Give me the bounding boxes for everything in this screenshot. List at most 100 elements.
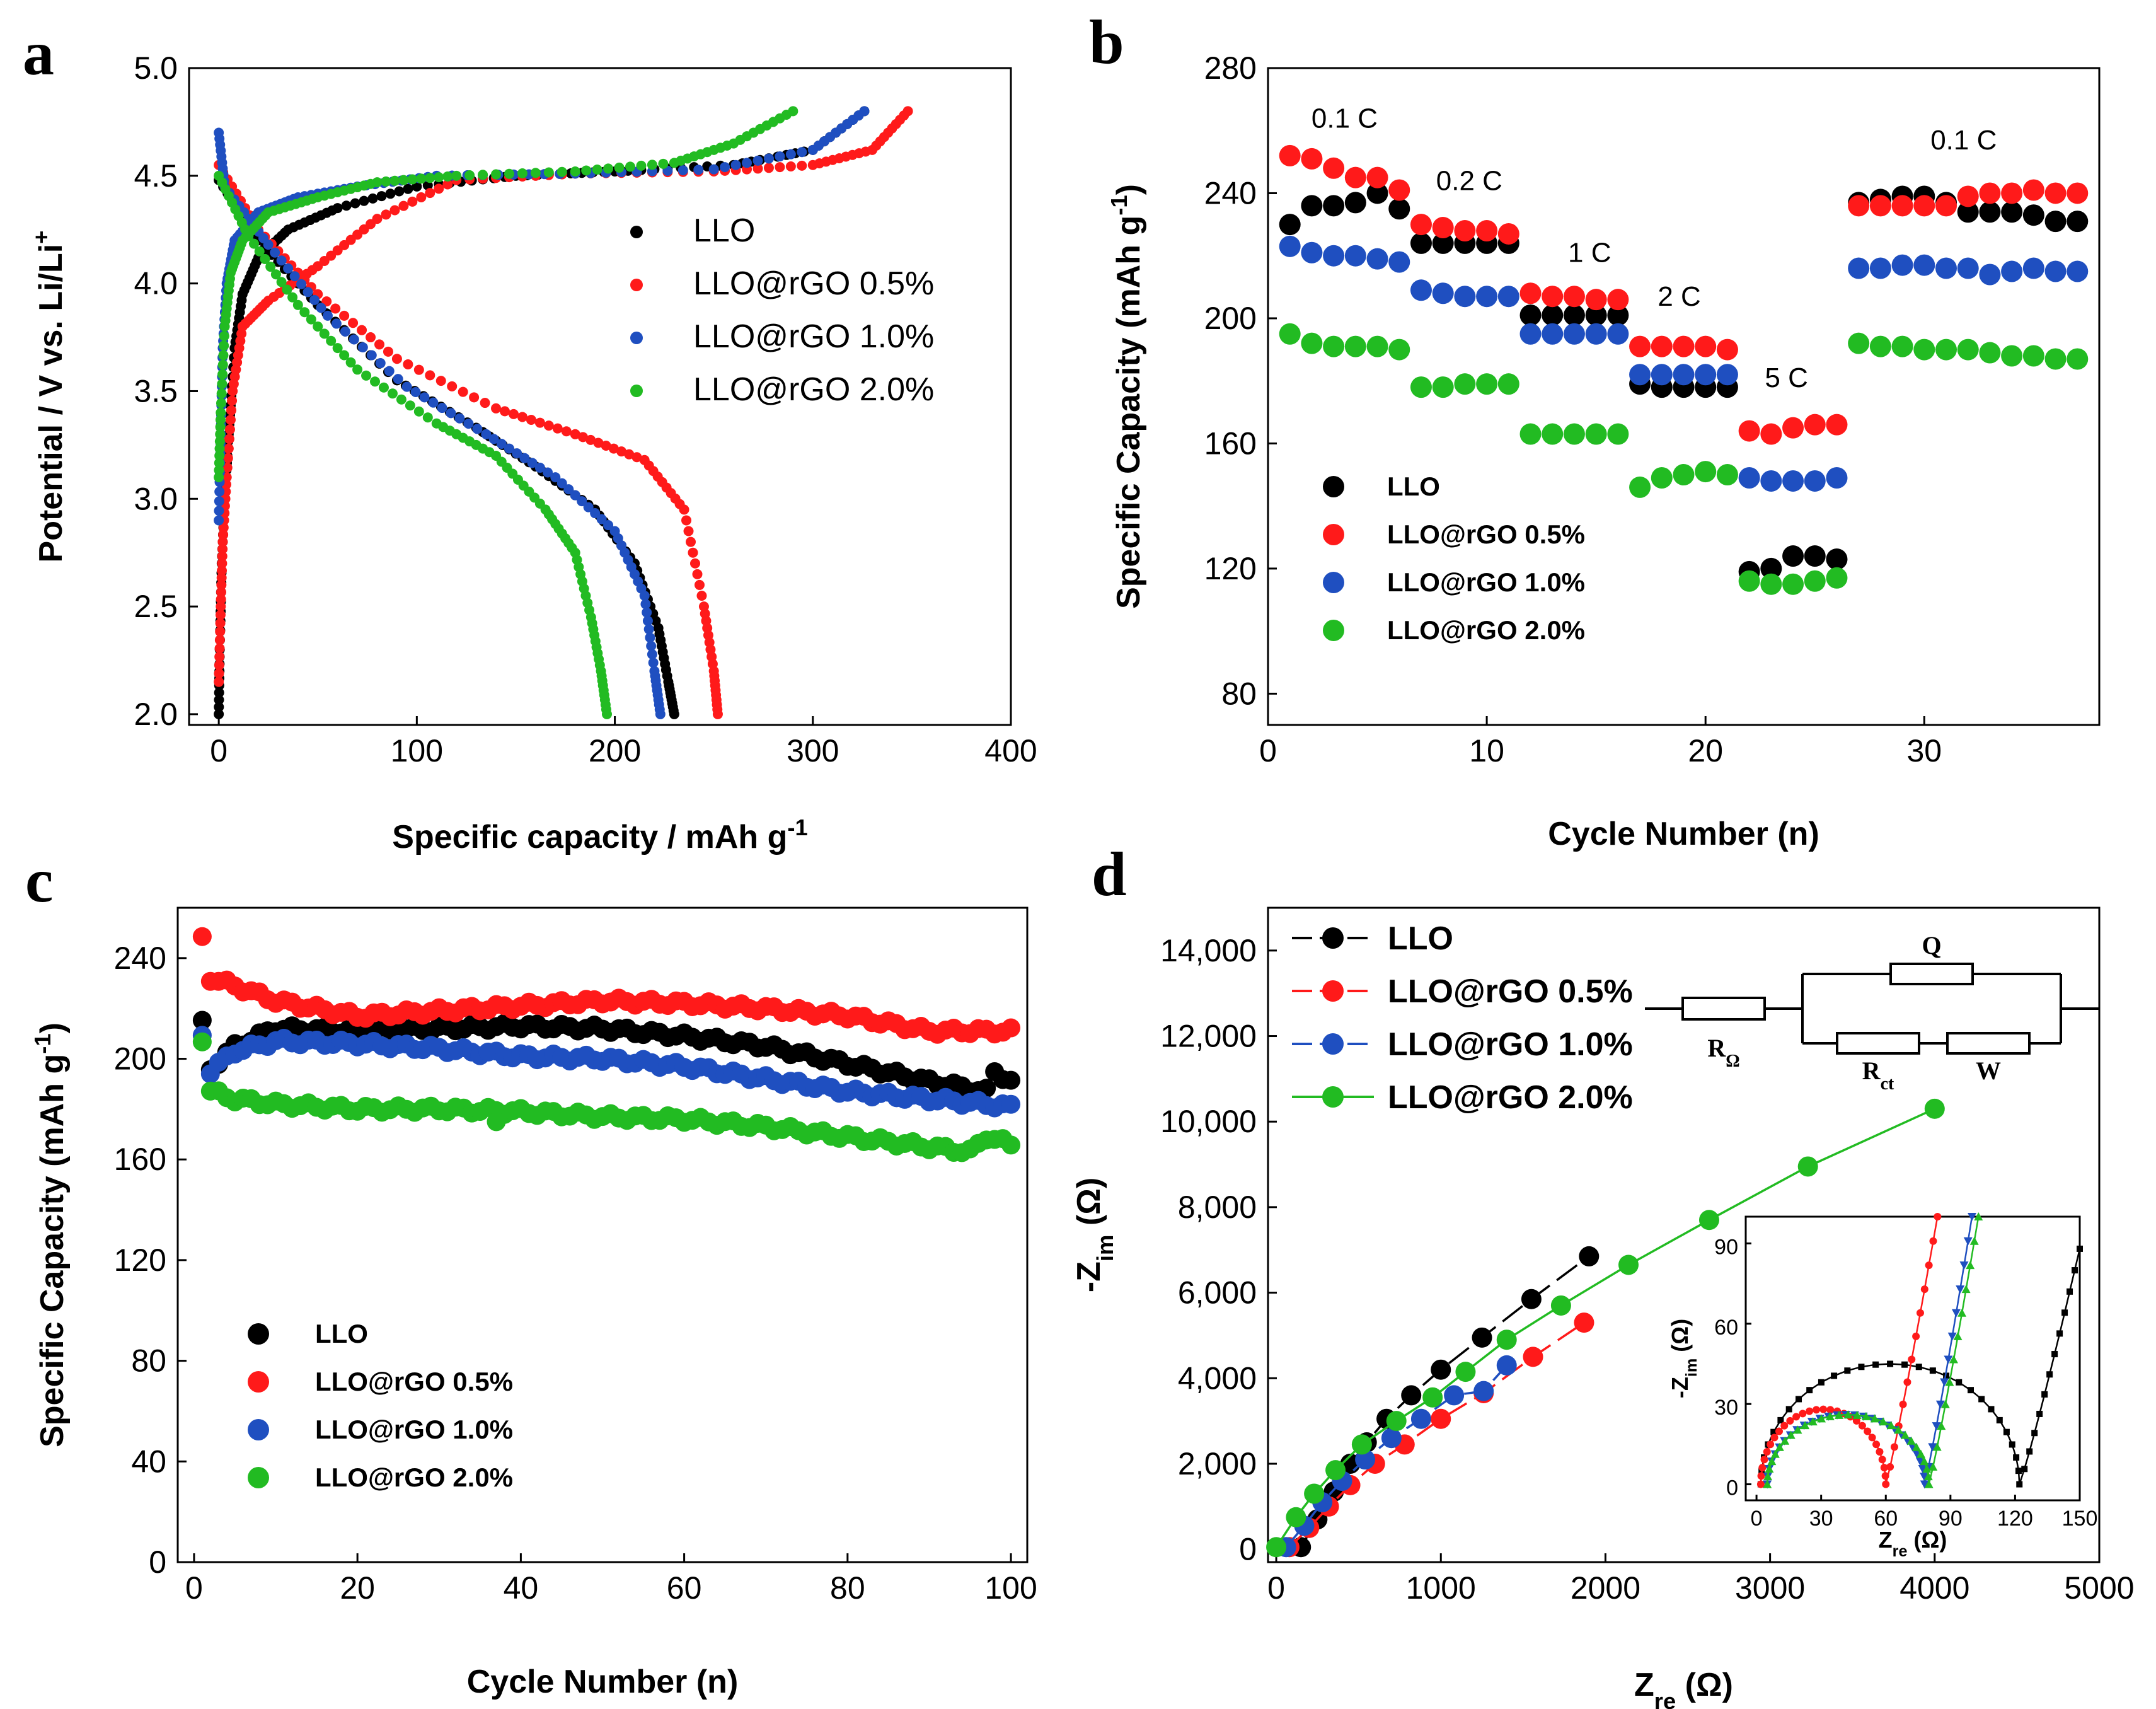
panel-d-y-axis-title: -Zim (Ω) bbox=[1071, 1178, 1118, 1292]
panel-b-point-3 bbox=[2067, 348, 2089, 370]
inset-point-1 bbox=[1786, 1416, 1794, 1425]
panel-b-point-3 bbox=[1366, 335, 1388, 357]
panel-d-point-2 bbox=[1473, 1381, 1494, 1401]
inset-point-3 bbox=[1817, 1414, 1826, 1423]
panel-b-point-1 bbox=[1826, 414, 1848, 436]
panel-b-point-1 bbox=[1388, 179, 1410, 201]
panel-a-point-3-discharge bbox=[292, 299, 303, 310]
panel-a-point-1-charge bbox=[775, 162, 785, 173]
panel-a-charge-discharge-chart: 0 100 200 300 400 2.0 2.5 3.0 3.5 4.0 4.5 5.0 Specif… bbox=[28, 50, 1037, 855]
panel-d-x-axis-title: Zre (Ω) bbox=[1634, 1667, 1733, 1709]
panel-a-point-2-discharge bbox=[496, 438, 507, 449]
panel-b-point-0 bbox=[1563, 304, 1585, 326]
inset-point-3 bbox=[1775, 1442, 1784, 1451]
inset-x-tick-label: 0 bbox=[1751, 1507, 1763, 1531]
panel-a-point-1-charge bbox=[214, 643, 225, 654]
panel-a-point-3-charge bbox=[407, 174, 418, 185]
panel-a-y-tick-label: 4.0 bbox=[134, 266, 178, 301]
panel-b-point-0 bbox=[1432, 232, 1454, 254]
panel-a-point-0-charge bbox=[350, 198, 360, 209]
panel-b-point-1 bbox=[1607, 289, 1629, 311]
inset-point-3 bbox=[1923, 1472, 1933, 1481]
panel-a-point-1-discharge bbox=[679, 504, 689, 515]
panel-b-point-1 bbox=[1935, 195, 1957, 217]
panel-b-point-3 bbox=[1519, 423, 1542, 445]
panel-b-point-0 bbox=[1979, 201, 2001, 223]
panel-c-y-tick-label: 240 bbox=[114, 941, 166, 976]
panel-c-legend-marker bbox=[248, 1371, 269, 1393]
panel-a-point-1-charge bbox=[214, 635, 225, 646]
panel-a-point-0-charge bbox=[332, 203, 343, 214]
panel-b-point-3 bbox=[1629, 476, 1651, 498]
panel-b-legend-marker bbox=[1323, 524, 1344, 545]
panel-letter-d: d bbox=[1092, 839, 1127, 909]
panel-a-point-1-discharge bbox=[608, 443, 619, 454]
panel-a-point-3-discharge bbox=[332, 343, 343, 354]
panel-b-point-1 bbox=[1563, 286, 1585, 308]
panel-a-point-1-charge bbox=[216, 587, 226, 598]
panel-a-point-3-charge bbox=[504, 168, 514, 179]
panel-b-point-2 bbox=[1607, 323, 1629, 345]
panel-a-point-1-discharge bbox=[508, 408, 519, 419]
panel-b-point-0 bbox=[1826, 548, 1848, 571]
inset-point-3 bbox=[1861, 1411, 1871, 1420]
panel-a-point-3-discharge bbox=[345, 357, 356, 368]
inset-point-3 bbox=[1780, 1436, 1790, 1445]
panel-b-point-1 bbox=[1410, 214, 1432, 236]
panel-a-point-3-charge bbox=[543, 167, 554, 178]
inset-point-0 bbox=[2013, 1454, 2020, 1461]
panel-b-point-1 bbox=[1651, 335, 1673, 357]
panel-b-point-1 bbox=[2044, 182, 2067, 204]
panel-a-point-3-charge bbox=[214, 465, 224, 475]
panel-c-x-tick-label: 40 bbox=[504, 1570, 539, 1606]
panel-d-point-3 bbox=[1266, 1537, 1287, 1558]
inset-point-0 bbox=[2031, 1430, 2038, 1437]
inset-point-2 bbox=[1947, 1332, 1957, 1341]
panel-b-point-3 bbox=[1935, 339, 1957, 361]
panel-b-point-2 bbox=[1979, 264, 2001, 286]
panel-b-point-2 bbox=[1826, 467, 1848, 489]
panel-b-point-0 bbox=[1344, 192, 1366, 214]
panel-a-point-1-discharge bbox=[593, 437, 604, 448]
panel-b-point-2 bbox=[1366, 248, 1388, 270]
panel-b-point-2 bbox=[1563, 323, 1585, 345]
panel-d-point-1 bbox=[1431, 1408, 1451, 1429]
panel-a-point-1-charge bbox=[224, 424, 235, 435]
inset-point-1 bbox=[1780, 1422, 1789, 1430]
panel-a-y-axis-title: Potential / V vs. Li/Li+ bbox=[28, 231, 70, 563]
panel-b-point-2 bbox=[1542, 323, 1564, 345]
panel-c-legend-label: LLO bbox=[315, 1319, 368, 1348]
panel-b-legend-label: LLO bbox=[1387, 472, 1440, 501]
panel-a-point-3-discharge bbox=[326, 335, 337, 346]
panel-letter-a: a bbox=[23, 18, 54, 88]
panel-a-point-1-charge bbox=[902, 106, 913, 117]
panel-a-point-1-charge bbox=[425, 188, 435, 199]
panel-a-point-3-charge bbox=[214, 472, 224, 483]
inset-point-0 bbox=[2003, 1428, 2010, 1435]
inset-point-3 bbox=[1937, 1422, 1946, 1430]
panel-a-point-3-discharge bbox=[306, 314, 316, 325]
panel-b-point-1 bbox=[1366, 166, 1388, 188]
inset-point-3 bbox=[1953, 1331, 1963, 1340]
panel-a-point-1-charge bbox=[216, 601, 226, 612]
panel-b-point-0 bbox=[1957, 201, 1979, 223]
panel-b-rate-label: 0.1 C bbox=[1930, 125, 1997, 156]
panel-d-point-0 bbox=[1472, 1327, 1492, 1348]
panel-d-legend-marker bbox=[1322, 1086, 1344, 1108]
panel-a-point-3-charge bbox=[216, 398, 226, 408]
panel-a-point-2-discharge bbox=[401, 381, 412, 392]
panel-b-legend-label: LLO@rGO 2.0% bbox=[1387, 615, 1585, 645]
panel-letter-c: c bbox=[25, 845, 53, 915]
panel-a-point-1-charge bbox=[226, 405, 237, 415]
panel-a-point-2-discharge bbox=[419, 392, 430, 403]
panel-a-point-1-discharge bbox=[374, 339, 384, 350]
inset-x-tick-label: 90 bbox=[1939, 1507, 1963, 1531]
panel-c-legend-marker bbox=[248, 1467, 269, 1488]
inset-point-1 bbox=[1916, 1309, 1924, 1317]
panel-b-point-3 bbox=[1891, 335, 1913, 357]
panel-a-point-2-discharge bbox=[289, 271, 300, 282]
inset-point-1 bbox=[1920, 1285, 1928, 1294]
panel-b-point-2 bbox=[1673, 364, 1695, 386]
panel-a-point-3-charge bbox=[478, 170, 488, 180]
panel-a-point-2-charge bbox=[214, 506, 224, 516]
